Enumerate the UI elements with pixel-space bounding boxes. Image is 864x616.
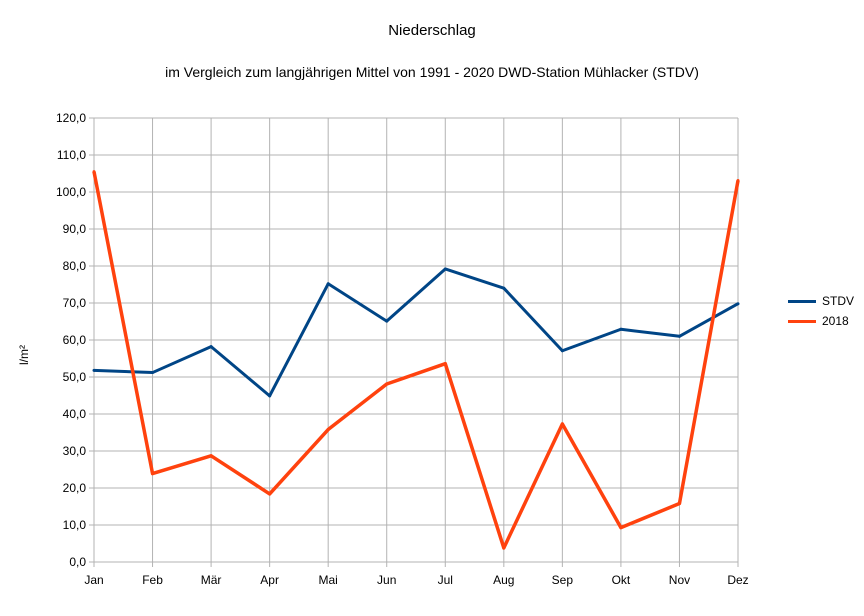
data-point-stdv [326, 282, 330, 286]
y-tick-label: 40,0 [63, 407, 87, 421]
y-tick-label: 10,0 [63, 518, 87, 532]
y-tick-label: 60,0 [63, 333, 87, 347]
data-point-2018 [326, 428, 330, 432]
y-tick-label: 0,0 [69, 555, 86, 569]
x-tick-label: Jan [84, 573, 103, 587]
data-point-2018 [560, 422, 564, 426]
legend-item-stdv: STDV [788, 291, 854, 311]
x-tick-label: Okt [612, 573, 631, 587]
data-point-2018 [268, 492, 272, 496]
chart-subtitle: im Vergleich zum langjährigen Mittel von… [165, 64, 699, 80]
y-tick-label: 120,0 [56, 111, 86, 125]
legend-label-2018: 2018 [822, 314, 849, 328]
x-tick-label: Aug [493, 573, 514, 587]
data-point-stdv [151, 371, 155, 375]
y-tick-label: 100,0 [56, 185, 86, 199]
x-tick-label: Jun [377, 573, 396, 587]
data-point-2018 [92, 170, 96, 174]
data-point-stdv [619, 327, 623, 331]
y-tick-label: 30,0 [63, 444, 87, 458]
x-tick-label: Mär [201, 573, 222, 587]
data-point-2018 [677, 502, 681, 506]
data-point-2018 [151, 472, 155, 476]
y-tick-label: 80,0 [63, 259, 87, 273]
series-line-2018 [92, 171, 740, 550]
legend-item-2018: 2018 [788, 311, 854, 331]
x-tick-label: Dez [727, 573, 748, 587]
data-point-2018 [619, 526, 623, 530]
data-point-stdv [560, 349, 564, 353]
y-tick-label: 70,0 [63, 296, 87, 310]
legend-swatch-stdv [788, 299, 816, 303]
x-tick-label: Mai [319, 573, 338, 587]
data-point-stdv [268, 394, 272, 398]
data-point-stdv [443, 267, 447, 271]
data-point-stdv [677, 334, 681, 338]
data-point-stdv [502, 286, 506, 290]
chart-title: Niederschlag [388, 22, 476, 39]
x-tick-label: Nov [669, 573, 690, 587]
x-tick-label: Feb [142, 573, 163, 587]
data-point-stdv [92, 368, 96, 372]
legend-swatch-2018 [788, 319, 816, 323]
series-lines [92, 170, 740, 550]
y-tick-label: 110,0 [57, 148, 86, 162]
series-line-stdv [93, 267, 739, 398]
data-point-2018 [443, 362, 447, 366]
y-tick-labels: 0,0 10,0 20,0 30,0 40,0 50,0 60,0 70,0 80,0 90,0 1… [56, 111, 86, 569]
x-tick-label: Apr [260, 573, 279, 587]
legend: STDV 2018 [788, 291, 854, 331]
data-point-2018 [385, 382, 389, 386]
y-tick-label: 90,0 [63, 222, 87, 236]
y-tick-label: 20,0 [63, 481, 87, 495]
x-tick-label: Jul [438, 573, 453, 587]
data-point-2018 [209, 454, 213, 458]
data-point-stdv [736, 302, 740, 306]
data-point-stdv [209, 345, 213, 349]
legend-label-stdv: STDV [822, 294, 855, 308]
data-point-stdv [385, 319, 389, 323]
data-point-2018 [736, 179, 740, 183]
y-tick-label: 50,0 [63, 370, 87, 384]
grid-lines [89, 117, 739, 567]
x-tick-label: Sep [552, 573, 574, 587]
x-tick-labels: Jan Feb Mär Apr Mai Jun Jul Aug Sep Okt Nov Dez [84, 573, 748, 587]
data-point-2018 [502, 546, 506, 550]
